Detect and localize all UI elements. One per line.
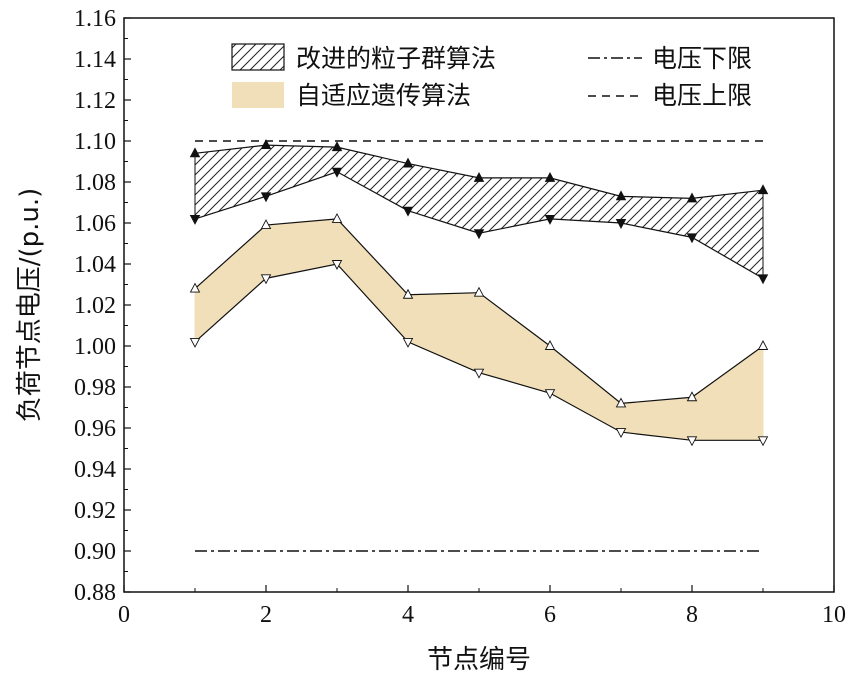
y-tick-label: 1.04 [74,252,116,278]
x-tick-label: 0 [118,602,130,628]
y-tick-label: 1.06 [74,211,116,237]
band-point-lower-0 [615,219,627,229]
band-point-lower-1 [189,337,201,348]
band-point-upper-1 [331,212,343,223]
band-point-lower-0 [260,192,272,203]
axis-ticks: 0.88 0.90 0.92 0.94 0.96 0.98 1.00 1.02 1.04 1.06… [74,6,846,628]
band-area-1 [195,218,763,441]
band-point-upper-1 [402,288,414,299]
legend-label-lower: 电压下限 [652,44,752,73]
band-point-upper-0 [402,157,414,168]
band-point-upper-0 [757,184,769,195]
band-point-upper-1 [260,219,272,230]
band-point-upper-1 [615,397,627,408]
band-point-lower-0 [189,214,201,225]
x-tick-label: 10 [822,602,846,628]
band-point-lower-0 [402,206,414,217]
band-point-upper-1 [757,340,769,350]
band-point-lower-1 [757,436,769,447]
band-point-lower-0 [331,167,343,178]
legend-label-pso: 改进的粒子群算法 [296,44,496,73]
band-point-lower-0 [544,214,556,225]
legend-label-ga: 自适应遗传算法 [296,81,471,110]
y-tick-label: 1.16 [74,6,116,32]
band-point-upper-1 [473,286,485,297]
band-point-upper-0 [331,141,343,152]
x-axis-title: 节点编号 [427,645,531,675]
band-point-lower-1 [473,368,485,379]
legend-swatch-ga [232,82,284,108]
y-tick-label: 0.96 [74,416,116,442]
band-point-lower-1 [686,436,698,447]
band-point-upper-0 [189,147,201,158]
band-point-upper-0 [260,139,272,150]
band-point-lower-1 [331,260,343,270]
band-point-lower-0 [473,229,485,240]
band-point-upper-1 [544,340,556,350]
legend-label-upper: 电压上限 [652,81,752,110]
legend: 改进的粒子群算法 自适应遗传算法 电压下限 电压上限 [231,43,752,110]
band-area-0 [195,145,763,279]
y-tick-label: 1.08 [74,170,116,196]
band-point-upper-0 [473,171,485,182]
band-point-upper-0 [544,171,556,182]
band-point-upper-0 [686,192,698,203]
y-tick-label: 0.92 [74,498,116,524]
x-tick-label: 4 [402,602,414,628]
band-point-lower-0 [686,233,698,244]
x-tick-label: 2 [260,602,272,628]
band-point-upper-1 [686,391,698,402]
y-tick-label: 1.14 [74,47,116,73]
legend-swatch-pso [231,43,285,71]
band-point-lower-1 [615,428,627,439]
y-tick-label: 0.98 [74,375,116,401]
y-tick-label: 1.00 [74,334,116,360]
y-tick-label: 0.88 [74,580,116,606]
band-point-lower-1 [260,274,272,285]
x-tick-label: 6 [544,602,556,628]
band-point-lower-1 [402,337,414,348]
y-tick-label: 1.12 [74,88,116,114]
y-tick-label: 1.02 [74,293,116,319]
y-axis-title: 负荷节点电压/(p.u.) [15,188,45,423]
band-point-lower-1 [544,389,556,400]
y-tick-label: 0.90 [74,539,116,565]
plot-marks [189,139,769,552]
band-point-lower-0 [757,274,769,285]
y-tick-label: 0.94 [74,457,116,483]
y-tick-label: 1.10 [74,129,116,155]
band-point-upper-0 [615,190,627,201]
x-tick-label: 8 [686,602,698,628]
band-point-upper-1 [189,282,201,293]
